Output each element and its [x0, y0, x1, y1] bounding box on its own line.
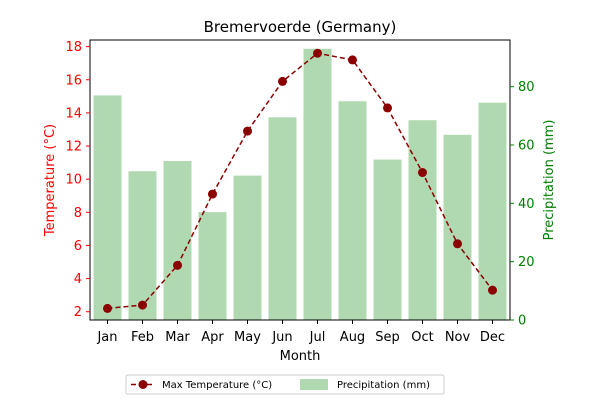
precipitation-bar-jul [303, 48, 332, 320]
x-tick-label: Sep [375, 330, 400, 345]
precipitation-bar-jun [268, 117, 297, 321]
x-tick-label: Jun [271, 330, 292, 345]
x-tick-label: Feb [131, 330, 154, 345]
temperature-point-feb [138, 300, 147, 310]
x-tick-label: Oct [411, 330, 433, 345]
precipitation-bar-dec [478, 102, 507, 320]
left-tick-label: 14 [65, 106, 82, 121]
plot-frame [89, 39, 511, 321]
left-y-axis: 2 4 6 8 10 12 14 16 18 [65, 40, 90, 320]
x-tick-label: Aug [340, 330, 365, 345]
legend-label-precipitation: Precipitation (mm) [337, 380, 430, 391]
left-tick-label: 2 [74, 305, 82, 320]
left-tick-label: 12 [65, 140, 82, 155]
right-tick-label: 60 [518, 139, 535, 154]
temperature-point-jul [313, 48, 322, 58]
left-y-axis-label: Temperature (°C) [43, 124, 58, 237]
precipitation-bar-jan [93, 95, 122, 321]
left-tick-label: 10 [65, 173, 82, 188]
legend: Max Temperature (°C) Precipitation (mm) [125, 374, 445, 395]
x-tick-label: Jul [309, 330, 326, 345]
x-tick-label: Jan [96, 330, 117, 345]
temperature-point-dec [488, 285, 497, 295]
precipitation-bar-feb [128, 171, 157, 320]
x-axis: Jan Feb Mar Apr May Jun Jul Aug Sep Oct Nov Dec [96, 320, 505, 345]
precipitation-bar-may [233, 175, 262, 320]
plot-border [89, 39, 511, 321]
precipitation-bar-nov [443, 134, 472, 320]
right-tick-label: 20 [518, 255, 535, 270]
right-tick-label: 0 [518, 314, 526, 329]
x-tick-label: Mar [165, 330, 190, 345]
precipitation-bar-mar [163, 161, 192, 320]
precipitation-bar-sep [373, 159, 402, 320]
left-tick-label: 6 [74, 239, 82, 254]
legend-marker-swatch [138, 380, 148, 389]
right-tick-label: 80 [518, 80, 535, 95]
chart-title: Bremervoerde (Germany) [204, 18, 397, 36]
temperature-series-line [107, 52, 494, 310]
x-tick-label: Apr [201, 330, 224, 345]
temperature-point-may [243, 126, 252, 136]
temperature-point-mar [173, 260, 182, 270]
temperature-point-nov [453, 239, 462, 249]
precipitation-bar-oct [408, 120, 437, 320]
left-tick-label: 18 [65, 40, 82, 55]
precipitation-bars [93, 48, 507, 321]
legend-label-temperature: Max Temperature (°C) [162, 380, 272, 391]
x-tick-label: Dec [480, 330, 505, 345]
right-y-axis: 0 20 40 60 80 [510, 80, 535, 329]
left-tick-label: 16 [65, 73, 82, 88]
x-tick-label: Nov [445, 330, 471, 345]
right-tick-label: 40 [518, 197, 535, 212]
temperature-point-jun [278, 76, 287, 86]
precipitation-bar-aug [338, 101, 367, 320]
legend-box [125, 374, 445, 395]
temperature-point-sep [383, 103, 392, 113]
temperature-point-oct [418, 168, 427, 178]
right-y-axis-label: Precipitation (mm) [542, 120, 557, 241]
temperature-point-jan [103, 303, 112, 313]
left-tick-label: 8 [74, 206, 82, 221]
precipitation-bar-apr [198, 212, 227, 320]
temperature-line [103, 48, 497, 313]
x-tick-label: May [234, 330, 261, 345]
temperature-point-aug [348, 55, 357, 65]
x-axis-label: Month [280, 349, 321, 364]
left-tick-label: 4 [74, 272, 82, 287]
temperature-point-apr [208, 189, 217, 199]
legend-bar-swatch [300, 379, 328, 390]
